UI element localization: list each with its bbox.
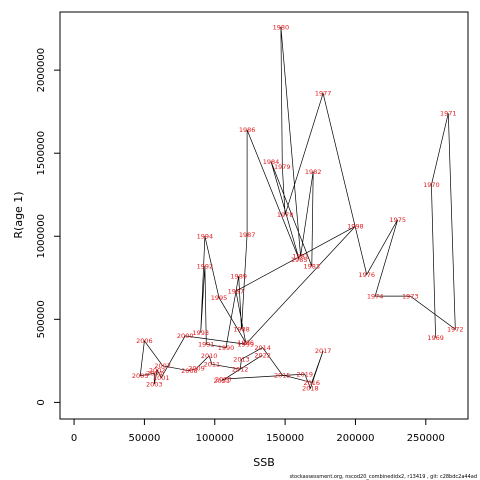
- point-label-1988: 1988: [233, 326, 250, 334]
- point-label-1993: 1993: [192, 329, 209, 337]
- point-label-1991: 1991: [198, 341, 215, 349]
- footer-note: stockassessment.org, nscod20_combinedidx…: [289, 474, 477, 480]
- point-label-1982: 1982: [305, 168, 322, 176]
- point-label-1986: 1986: [239, 126, 256, 134]
- x-tick-label: 0: [71, 433, 77, 444]
- x-tick-label: 200000: [336, 433, 374, 444]
- point-label-2008: 2008: [181, 367, 198, 375]
- point-label-2017: 2017: [315, 347, 332, 355]
- point-label-2020: 2020: [215, 375, 232, 383]
- point-label-1973: 1973: [402, 292, 419, 300]
- point-label-2022: 2022: [254, 351, 271, 359]
- y-tick-label: 1500000: [36, 131, 47, 176]
- point-label-1996: 1996: [237, 339, 254, 347]
- point-label-2011: 2011: [204, 361, 221, 369]
- point-label-2000: 2000: [177, 332, 194, 340]
- point-label-1981: 1981: [292, 253, 309, 261]
- point-label-2005: 2005: [132, 372, 149, 380]
- point-label-1978: 1978: [277, 211, 294, 219]
- point-label-1984: 1984: [263, 158, 280, 166]
- point-label-2018: 2018: [302, 385, 319, 393]
- point-label-2019: 2019: [297, 370, 314, 378]
- point-label-1994: 1994: [197, 233, 214, 241]
- point-label-2015: 2015: [274, 371, 291, 379]
- point-label-1995: 1995: [211, 294, 228, 302]
- point-label-1987: 1987: [239, 231, 256, 239]
- y-tick-label: 2000000: [36, 48, 47, 93]
- point-label-1989: 1989: [230, 272, 247, 280]
- point-label-2002: 2002: [149, 366, 166, 374]
- point-label-1972: 1972: [447, 326, 464, 334]
- point-label-2013: 2013: [233, 356, 250, 364]
- x-tick-label: 100000: [196, 433, 234, 444]
- y-tick-label: 1000000: [36, 214, 47, 259]
- y-tick-label: 500000: [36, 300, 47, 338]
- y-axis: 0 500000 1000000 1500000 2000000: [36, 48, 60, 406]
- point-label-1980: 1980: [273, 23, 290, 31]
- x-tick-label: 250000: [407, 433, 445, 444]
- plot-frame: [59, 11, 469, 420]
- point-label-1998: 1998: [347, 223, 364, 231]
- point-labels: 1969 1970 1971 1972 1973 1974 1975 1976 1977 1978…: [132, 23, 464, 392]
- y-tick-label: 0: [36, 399, 47, 405]
- x-axis-title: SSB: [253, 456, 275, 469]
- series-path: [139, 26, 456, 390]
- point-label-2006: 2006: [136, 337, 153, 345]
- point-label-1977: 1977: [315, 90, 332, 98]
- point-label-2016: 2016: [304, 379, 321, 387]
- point-label-2010: 2010: [201, 352, 218, 360]
- point-label-1992: 1992: [197, 263, 214, 271]
- point-label-1970: 1970: [423, 181, 440, 189]
- point-label-1990: 1990: [218, 344, 235, 352]
- point-label-2012: 2012: [232, 366, 249, 374]
- point-label-1985: 1985: [291, 256, 308, 264]
- x-axis: 0 50000 100000 150000 200000 250000: [71, 419, 445, 444]
- point-label-1999: 1999: [237, 341, 254, 349]
- point-label-2001: 2001: [153, 374, 170, 382]
- point-label-2014: 2014: [254, 344, 271, 352]
- point-label-2003: 2003: [146, 380, 163, 388]
- point-label-2004: 2004: [146, 370, 163, 378]
- y-axis-title: R(age 1): [12, 191, 25, 238]
- point-label-1976: 1976: [358, 271, 375, 279]
- point-label-1983: 1983: [304, 263, 321, 271]
- point-label-2007: 2007: [154, 362, 171, 370]
- x-tick-label: 150000: [266, 433, 304, 444]
- point-label-1997: 1997: [228, 287, 245, 295]
- x-tick-label: 50000: [129, 433, 161, 444]
- point-label-1975: 1975: [389, 216, 406, 224]
- point-label-2021: 2021: [214, 377, 231, 385]
- point-label-1979: 1979: [274, 163, 291, 171]
- point-label-1974: 1974: [367, 292, 384, 300]
- point-label-1971: 1971: [440, 110, 457, 118]
- series-line: [139, 26, 456, 390]
- point-label-1969: 1969: [427, 334, 444, 342]
- point-label-2009: 2009: [188, 365, 205, 373]
